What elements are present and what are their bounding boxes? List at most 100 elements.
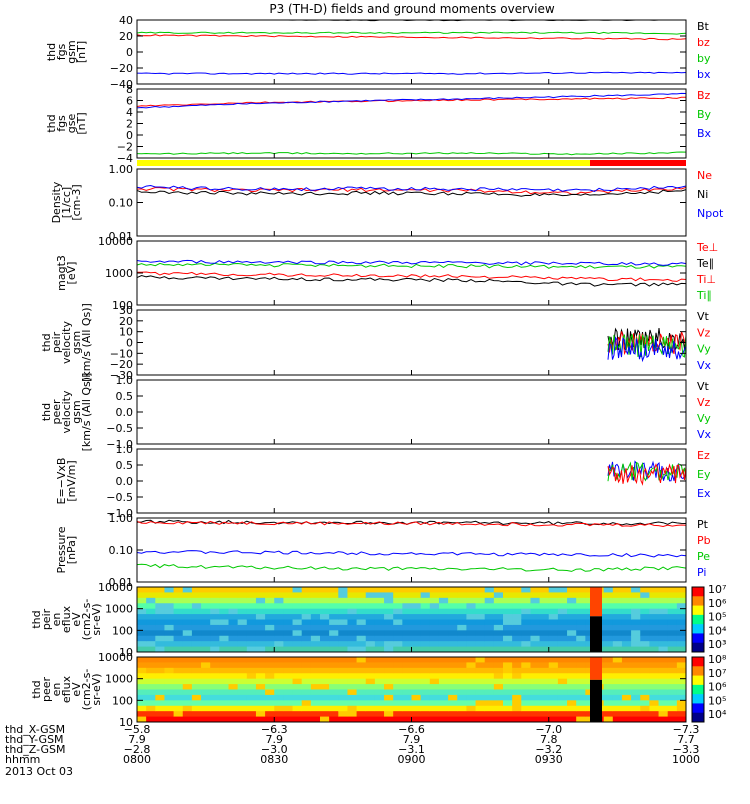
- heatmap-cell: [649, 700, 660, 707]
- heatmap-cell: [310, 694, 321, 701]
- heatmap-cell: [393, 597, 403, 604]
- heatmap-cell: [173, 705, 184, 712]
- heatmap-cell: [338, 705, 348, 712]
- heatmap-cell: [429, 700, 440, 707]
- heatmap-cell: [539, 646, 550, 653]
- heatmap-cell: [631, 711, 641, 718]
- heatmap-cell: [448, 630, 458, 637]
- heatmap-cell: [567, 592, 577, 599]
- heatmap-cell: [631, 716, 641, 723]
- heatmap-cell: [612, 646, 623, 653]
- heatmap-cell: [310, 597, 321, 604]
- heatmap-cell: [164, 716, 175, 723]
- legend-Vt: Vt: [697, 310, 710, 323]
- heatmap-cell: [201, 689, 211, 696]
- heatmap-cell: [210, 711, 220, 718]
- heatmap-cell: [338, 689, 348, 696]
- heatmap-cell: [393, 603, 403, 610]
- heatmap-cell: [246, 673, 257, 680]
- heatmap-cell: [640, 689, 650, 696]
- heatmap-cell: [448, 711, 458, 718]
- heatmap-cell: [676, 667, 687, 674]
- heatmap-cell: [557, 614, 568, 620]
- heatmap-cell: [567, 614, 577, 620]
- heatmap-cell: [676, 705, 687, 712]
- heatmap-cell: [530, 619, 541, 626]
- heatmap-cell: [521, 635, 531, 642]
- heatmap-cell: [420, 657, 431, 663]
- heatmap-cell: [201, 700, 211, 707]
- heatmap-cell: [521, 694, 531, 701]
- heatmap-cell: [576, 619, 586, 626]
- heatmap-cell: [603, 630, 614, 637]
- heatmap-cell: [548, 678, 559, 685]
- heatmap-cell: [338, 587, 348, 593]
- heatmap-cell: [155, 641, 165, 648]
- heatmap-cell: [429, 608, 440, 615]
- heatmap-cell: [612, 592, 623, 599]
- heatmap-cell: [649, 684, 660, 690]
- heatmap-cell: [411, 716, 422, 723]
- heatmap-cell: [283, 694, 294, 701]
- heatmap-cell: [658, 694, 669, 701]
- heatmap-cell: [228, 684, 239, 690]
- heatmap-cell: [338, 678, 348, 685]
- heatmap-cell: [210, 667, 220, 674]
- heatmap-cell: [493, 700, 504, 707]
- heatmap-cell: [612, 608, 623, 615]
- heatmap-cell: [484, 630, 495, 637]
- heatmap-cell: [438, 694, 449, 701]
- heatmap-cell: [429, 678, 440, 685]
- heatmap-cell: [603, 608, 614, 615]
- heatmap-cell: [356, 597, 367, 604]
- heatmap-cell: [667, 673, 678, 680]
- heatmap-cell: [402, 684, 412, 690]
- heatmap-cell: [658, 641, 669, 648]
- heatmap-cell: [530, 624, 541, 631]
- xaxis-value: −3.1: [398, 743, 425, 756]
- heatmap-cell: [621, 716, 632, 723]
- legend-Te⊥: Te⊥: [696, 241, 718, 254]
- heatmap-cell: [329, 614, 339, 620]
- heatmap-cell: [521, 646, 531, 653]
- heatmap-cell: [338, 603, 348, 610]
- heatmap-cell: [457, 630, 467, 637]
- xaxis-date: 2013 Oct 03: [5, 765, 73, 778]
- heatmap-cell: [567, 597, 577, 604]
- heatmap-cell: [365, 624, 376, 631]
- heatmap-cell: [603, 662, 614, 669]
- heatmap-cell: [246, 657, 257, 663]
- heatmap-cell: [310, 667, 321, 674]
- legend-bz: bz: [697, 36, 710, 49]
- heatmap-cell: [548, 608, 559, 615]
- heatmap-cell: [283, 667, 294, 674]
- heatmap-cell: [457, 597, 467, 604]
- panel-peer_vel: VtVzVyVx1.00.50.0−0.5−1.0thdpeervelocity…: [40, 373, 712, 452]
- heatmap-cell: [310, 673, 321, 680]
- heatmap-cell: [182, 662, 193, 669]
- heatmap-cell: [621, 587, 632, 593]
- heatmap-cell: [676, 700, 687, 707]
- heatmap-cell: [393, 711, 403, 718]
- heatmap-cell: [137, 678, 147, 685]
- heatmap-cell: [658, 667, 669, 674]
- status-bar-yellow: [137, 160, 590, 166]
- heatmap-cell: [347, 641, 358, 648]
- heatmap-cell: [429, 587, 440, 593]
- heatmap-cell: [237, 684, 248, 690]
- heatmap-cell: [475, 684, 486, 690]
- heatmap-cell: [301, 667, 312, 674]
- heatmap-cell: [411, 592, 422, 599]
- heatmap-cell: [457, 587, 467, 593]
- heatmap-cell: [338, 662, 348, 669]
- heatmap-cell: [530, 630, 541, 637]
- heatmap-cell: [411, 662, 422, 669]
- heatmap-cell: [137, 603, 147, 610]
- heatmap-cell: [539, 673, 550, 680]
- heatmap-cell: [402, 662, 412, 669]
- heatmap-cell: [384, 694, 394, 701]
- heatmap-cell: [338, 597, 348, 604]
- heatmap-cell: [374, 641, 385, 648]
- heatmap-cell: [146, 694, 156, 701]
- heatmap-cell: [503, 678, 513, 685]
